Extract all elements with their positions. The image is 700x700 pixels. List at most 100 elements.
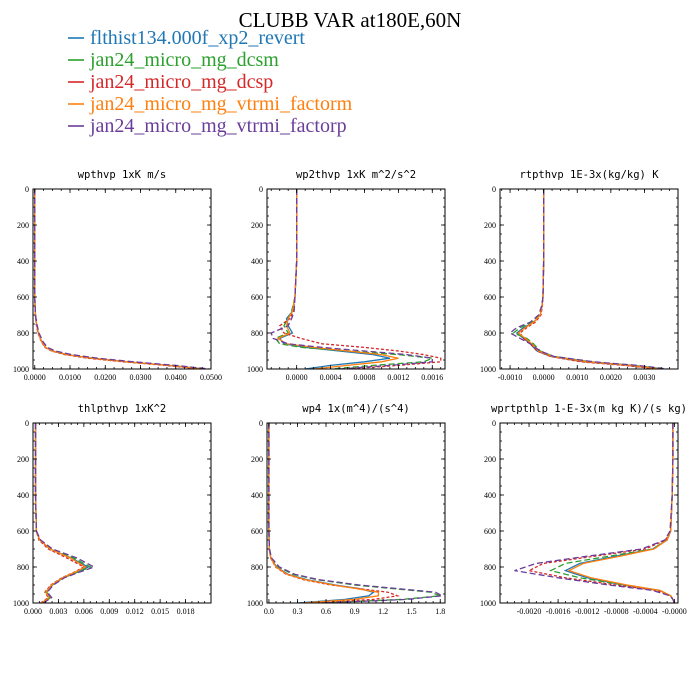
axes-frame bbox=[32, 422, 212, 604]
x-tick-label: 0.009 bbox=[100, 607, 118, 616]
series-line bbox=[519, 189, 658, 369]
y-tick-label: 1000 bbox=[247, 365, 263, 374]
y-tick-label: 1000 bbox=[247, 599, 263, 608]
series-line bbox=[268, 423, 376, 603]
x-tick-label: 0.012 bbox=[126, 607, 144, 616]
y-tick-label: 200 bbox=[484, 455, 496, 464]
series-line bbox=[514, 423, 675, 603]
panel: rtpthvp 1E-3x(kg/kg) K -0.0010 0.0000 0.001… bbox=[480, 169, 679, 382]
y-tick-label: 800 bbox=[251, 563, 263, 572]
x-tick-label: 0.0000 bbox=[286, 373, 308, 382]
panel-title: wprtpthlp 1-E-3x(m kg K)/(s kg) bbox=[491, 403, 687, 415]
x-tick-label: 0.006 bbox=[75, 607, 93, 616]
legend-item: jan24_micro_mg_vtrmi_factorm bbox=[68, 93, 353, 115]
x-tick-label: 0.0008 bbox=[353, 373, 375, 382]
series-line bbox=[34, 423, 96, 603]
x-tick-label: 0.0400 bbox=[165, 373, 187, 382]
y-tick-label: 800 bbox=[17, 563, 29, 572]
y-tick-label: 800 bbox=[484, 563, 496, 572]
y-tick-label: 1000 bbox=[480, 365, 496, 374]
y-tick-label: 400 bbox=[17, 491, 29, 500]
panel-title: thlpthvp 1xK^2 bbox=[78, 403, 167, 415]
axes-frame bbox=[266, 188, 446, 370]
series-line bbox=[512, 189, 665, 369]
series-line bbox=[276, 189, 399, 369]
x-tick-label: -0.0000 bbox=[662, 607, 687, 616]
series-group bbox=[270, 189, 442, 369]
y-tick-label: 400 bbox=[484, 491, 496, 500]
series-line bbox=[567, 423, 675, 603]
series-line bbox=[34, 423, 87, 603]
panel-title: wpthvp 1xK m/s bbox=[78, 169, 167, 181]
x-tick-label: -0.0004 bbox=[633, 607, 658, 616]
x-tick-label: 0.0010 bbox=[566, 373, 588, 382]
series-line bbox=[34, 423, 86, 603]
y-tick-label: 1000 bbox=[480, 599, 496, 608]
y-tick-label: 200 bbox=[251, 455, 263, 464]
legend-label: jan24_micro_mg_dcsp bbox=[89, 71, 273, 93]
x-tick-label: 0.6 bbox=[321, 607, 331, 616]
series-line bbox=[34, 423, 93, 603]
x-tick-label: -0.0020 bbox=[517, 607, 542, 616]
panel: thlpthvp 1xK^2 0.000 0.003 0.006 0.009 0.012 0… bbox=[13, 403, 212, 616]
series-line bbox=[270, 189, 433, 369]
x-tick-label: -0.0008 bbox=[604, 607, 629, 616]
series-group bbox=[508, 189, 668, 369]
x-tick-label: 0.3 bbox=[292, 607, 302, 616]
legend-item: jan24_micro_mg_dcsp bbox=[68, 71, 273, 93]
y-tick-label: 1000 bbox=[13, 599, 29, 608]
x-tick-label: -0.0012 bbox=[575, 607, 600, 616]
x-tick-label: 0.0500 bbox=[200, 373, 222, 382]
x-tick-label: 1.5 bbox=[407, 607, 417, 616]
axes-frame bbox=[499, 422, 679, 604]
panels-grid: wpthvp 1xK m/s0.0000 0.0100 0.0200 0.0300 0.… bbox=[13, 169, 687, 616]
x-tick-label: 0.0100 bbox=[59, 373, 81, 382]
x-tick-label: 0.015 bbox=[151, 607, 169, 616]
legend-label: flthist134.000f_xp2_revert bbox=[90, 27, 305, 49]
y-tick-label: 200 bbox=[17, 455, 29, 464]
series-line bbox=[515, 189, 662, 369]
series-line bbox=[563, 423, 675, 603]
series-line bbox=[34, 189, 205, 369]
y-tick-label: 0 bbox=[25, 419, 29, 428]
x-tick-label: 0.0030 bbox=[633, 373, 655, 382]
y-tick-label: 600 bbox=[251, 293, 263, 302]
series-line bbox=[278, 189, 442, 369]
y-tick-label: 0 bbox=[259, 419, 263, 428]
x-tick-label: 0.000 bbox=[24, 607, 42, 616]
x-tick-label: 0.018 bbox=[177, 607, 195, 616]
series-line bbox=[268, 423, 400, 603]
panel-title: wp2thvp 1xK m^2/s^2 bbox=[296, 169, 416, 181]
figure-title: CLUBB VAR at180E,60N bbox=[239, 8, 462, 32]
legend-item: jan24_micro_mg_vtrmi_factorp bbox=[68, 115, 347, 137]
series-line bbox=[34, 189, 205, 369]
y-tick-label: 400 bbox=[17, 257, 29, 266]
y-tick-label: 600 bbox=[484, 527, 496, 536]
series-line bbox=[548, 423, 675, 603]
panel: wpthvp 1xK m/s 0.0000 0.0100 0.0200 0.0300 0.… bbox=[13, 169, 222, 382]
series-line bbox=[34, 189, 208, 369]
series-group bbox=[34, 189, 210, 369]
series-group bbox=[514, 423, 675, 603]
x-tick-label: 0.0012 bbox=[387, 373, 409, 382]
y-tick-label: 200 bbox=[17, 221, 29, 230]
y-tick-label: 800 bbox=[251, 329, 263, 338]
y-tick-label: 1000 bbox=[13, 365, 29, 374]
x-tick-label: 0.0004 bbox=[320, 373, 342, 382]
x-tick-label: 1.8 bbox=[435, 607, 445, 616]
y-tick-label: 400 bbox=[484, 257, 496, 266]
y-tick-label: 600 bbox=[17, 527, 29, 536]
x-tick-label: -0.0010 bbox=[498, 373, 523, 382]
y-tick-label: 200 bbox=[251, 221, 263, 230]
y-tick-label: 200 bbox=[484, 221, 496, 230]
series-group bbox=[34, 423, 96, 603]
panel-title: wp4 1x(m^4)/(s^4) bbox=[302, 403, 409, 415]
x-tick-label: 0.0300 bbox=[130, 373, 152, 382]
legend-item: jan24_micro_mg_dcsm bbox=[68, 49, 279, 71]
series-line bbox=[34, 423, 90, 603]
axes-frame bbox=[499, 188, 679, 370]
legend-label: jan24_micro_mg_vtrmi_factorp bbox=[89, 115, 347, 137]
series-line bbox=[517, 189, 662, 369]
x-tick-label: -0.0016 bbox=[546, 607, 571, 616]
